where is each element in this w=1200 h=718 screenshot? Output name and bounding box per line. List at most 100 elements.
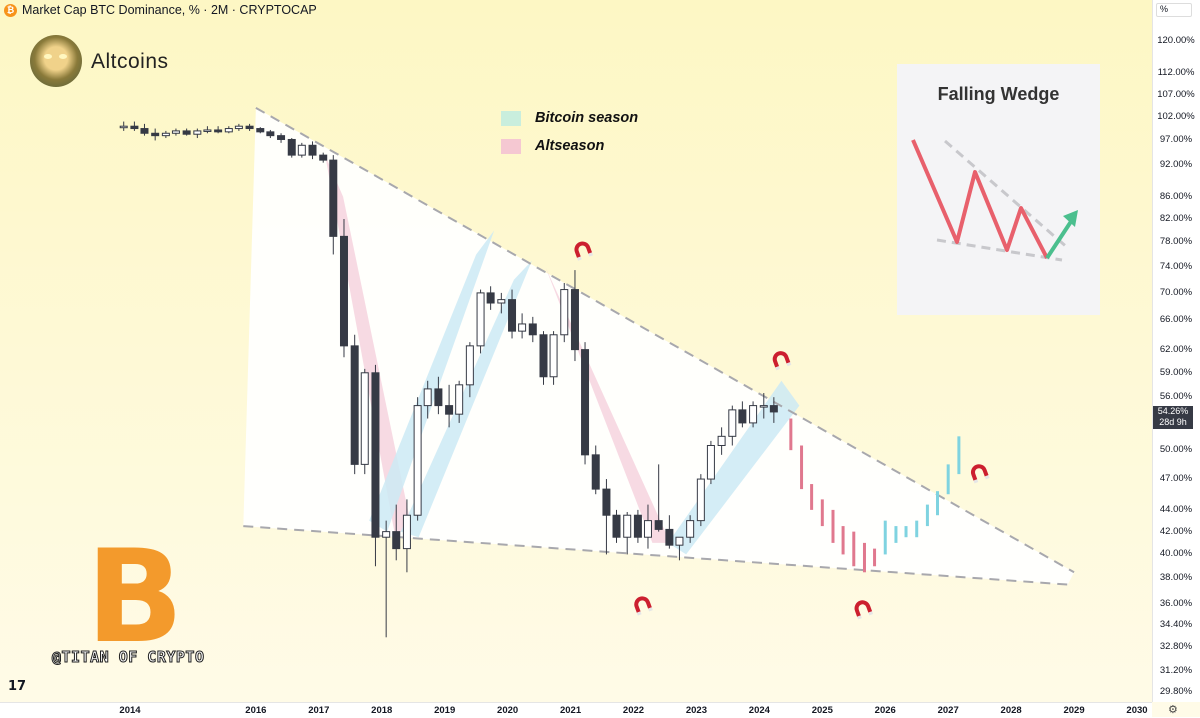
candle-body (665, 528, 674, 546)
x-tick-label: 2019 (434, 705, 456, 716)
y-tick-label: 86.00% (1159, 190, 1193, 202)
candle-body (643, 520, 652, 538)
candle-body (308, 144, 317, 156)
wedge-lower-line (243, 525, 1068, 586)
legend-swatch (501, 110, 521, 126)
legend-item-altseason: Altseason (501, 138, 604, 154)
x-tick-label: 2025 (811, 705, 833, 716)
candle-body (266, 131, 275, 137)
y-tick-label: 78.00% (1159, 236, 1193, 248)
candle-body (476, 292, 485, 347)
candle-body (528, 323, 537, 336)
y-tick-label: 29.80% (1159, 686, 1193, 697)
candle-body (245, 125, 254, 130)
x-tick-label: 2028 (1000, 705, 1022, 716)
candle-body (675, 536, 684, 546)
candle-body (633, 514, 642, 538)
watermark: @TITAN OF CRYPTO (52, 648, 205, 667)
inset-resistance-line (944, 139, 1070, 251)
candle-body (151, 132, 160, 137)
magnet-icon (772, 351, 792, 371)
x-tick-label: 2026 (874, 705, 896, 716)
x-tick-label: 2014 (119, 705, 141, 716)
y-tick-label: 59.00% (1159, 366, 1193, 378)
brand-name: Altcoins (91, 50, 169, 73)
y-tick-label: 44.00% (1159, 503, 1193, 515)
y-tick-label: 42.00% (1159, 525, 1193, 537)
x-tick-label: 2029 (1063, 705, 1085, 716)
chart-title[interactable]: Market Cap BTC Dominance, % · 2M · CRYPT… (22, 3, 317, 17)
unit-toggle[interactable]: % (1156, 3, 1192, 17)
y-tick-label: 40.00% (1159, 548, 1193, 560)
chart-plot[interactable] (0, 0, 1152, 702)
candle-body (182, 130, 191, 135)
y-tick-label: 62.00% (1159, 343, 1193, 355)
last-price-badge: 54.26% 28d 9h (1153, 405, 1193, 429)
y-tick-label: 107.00% (1157, 88, 1195, 100)
y-tick-label: 120.00% (1157, 35, 1195, 46)
legend-label: Bitcoin season (535, 110, 639, 126)
candle-body (581, 349, 590, 456)
candle-body (445, 405, 454, 415)
x-tick-label: 2024 (748, 705, 770, 716)
legend-item-bitcoin-season: Bitcoin season (501, 110, 638, 126)
candle-body (339, 235, 348, 347)
inset-price-zigzag (911, 139, 1049, 259)
avatar-eye (44, 54, 52, 59)
candle-body (140, 128, 149, 134)
x-tick-label: 2016 (245, 705, 267, 716)
candle-body (602, 488, 611, 516)
y-tick-label: 66.00% (1159, 314, 1193, 326)
falling-wedge-inset: Falling Wedge (897, 64, 1100, 315)
arrow-up-icon (1063, 210, 1078, 227)
price-axis[interactable] (1152, 0, 1200, 702)
candle-body (549, 334, 558, 378)
candle-body (287, 138, 296, 156)
bitcoin-season-band (400, 260, 532, 538)
candle-body (497, 299, 506, 304)
chart-header: ₿ Market Cap BTC Dominance, % · 2M · CRY… (4, 2, 317, 18)
candle-body (371, 372, 380, 538)
candle-body (539, 334, 548, 378)
magnet-icon (634, 596, 653, 616)
y-tick-label: 102.00% (1157, 110, 1195, 122)
legend-swatch (501, 138, 521, 154)
candle-body (256, 128, 265, 133)
magnet-icon (970, 464, 990, 484)
y-tick-label: 74.00% (1159, 260, 1193, 272)
time-axis[interactable] (0, 702, 1152, 718)
magnet-icon (854, 600, 874, 620)
inset-breakout-arrow (1045, 218, 1074, 260)
candle-body (161, 132, 170, 137)
candle-body (119, 125, 128, 129)
y-tick-label: 38.00% (1159, 572, 1193, 584)
candle-body (214, 129, 223, 133)
y-tick-label: 36.00% (1159, 597, 1193, 609)
candle-body (171, 130, 180, 134)
gear-icon[interactable]: ⚙ (1168, 704, 1178, 716)
candle-body (350, 345, 359, 465)
y-tick-label: 56.00% (1159, 391, 1193, 403)
candle-body (560, 289, 569, 336)
candle-body (234, 125, 243, 130)
candle-body (717, 435, 726, 446)
candle-body (518, 323, 527, 332)
candle-body (423, 388, 432, 407)
x-tick-label: 2017 (308, 705, 330, 716)
x-tick-label: 2022 (622, 705, 645, 716)
legend-label: Altseason (535, 138, 605, 154)
tradingview-logo[interactable]: 17 (8, 679, 27, 694)
x-tick-label: 2020 (497, 705, 519, 716)
candle-body (360, 372, 369, 465)
candle-body (382, 531, 391, 538)
candle-body (413, 405, 422, 516)
inset-title: Falling Wedge (937, 84, 1060, 104)
x-tick-label: 2018 (371, 705, 393, 716)
x-tick-label: 2021 (559, 705, 582, 716)
candle-body (392, 531, 401, 550)
candle-body (486, 292, 495, 304)
candle-body (696, 478, 705, 522)
candle-body (759, 405, 768, 408)
y-tick-label: 70.00% (1159, 286, 1193, 298)
y-tick-label: 97.00% (1159, 134, 1193, 146)
